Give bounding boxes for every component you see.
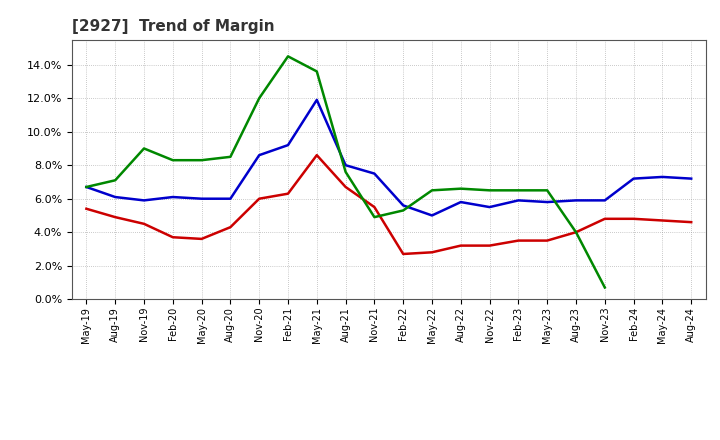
Net Income — [111, 214, 120, 220]
Operating Cashflow — [111, 178, 120, 183]
Net Income — [341, 184, 350, 190]
Operating Cashflow — [572, 230, 580, 235]
Ordinary Income — [629, 176, 638, 181]
Ordinary Income — [82, 184, 91, 190]
Net Income — [255, 196, 264, 202]
Operating Cashflow — [140, 146, 148, 151]
Net Income — [485, 243, 494, 248]
Net Income — [658, 218, 667, 223]
Ordinary Income — [456, 199, 465, 205]
Ordinary Income — [687, 176, 696, 181]
Line: Operating Cashflow: Operating Cashflow — [86, 56, 605, 287]
Ordinary Income — [197, 196, 206, 202]
Ordinary Income — [543, 199, 552, 205]
Net Income — [572, 230, 580, 235]
Net Income — [226, 224, 235, 230]
Ordinary Income — [658, 174, 667, 180]
Net Income — [600, 216, 609, 221]
Line: Net Income: Net Income — [86, 155, 691, 254]
Ordinary Income — [514, 198, 523, 203]
Operating Cashflow — [284, 54, 292, 59]
Operating Cashflow — [485, 188, 494, 193]
Net Income — [168, 235, 177, 240]
Ordinary Income — [370, 171, 379, 176]
Ordinary Income — [140, 198, 148, 203]
Operating Cashflow — [370, 214, 379, 220]
Net Income — [140, 221, 148, 227]
Ordinary Income — [428, 213, 436, 218]
Operating Cashflow — [543, 188, 552, 193]
Net Income — [82, 206, 91, 211]
Net Income — [428, 249, 436, 255]
Operating Cashflow — [168, 158, 177, 163]
Ordinary Income — [312, 97, 321, 103]
Net Income — [629, 216, 638, 221]
Operating Cashflow — [312, 69, 321, 74]
Net Income — [514, 238, 523, 243]
Ordinary Income — [111, 194, 120, 200]
Operating Cashflow — [255, 95, 264, 101]
Net Income — [370, 205, 379, 210]
Net Income — [312, 153, 321, 158]
Operating Cashflow — [226, 154, 235, 159]
Operating Cashflow — [600, 285, 609, 290]
Operating Cashflow — [341, 169, 350, 175]
Ordinary Income — [168, 194, 177, 200]
Line: Ordinary Income: Ordinary Income — [86, 100, 691, 216]
Net Income — [197, 236, 206, 242]
Operating Cashflow — [197, 158, 206, 163]
Ordinary Income — [485, 205, 494, 210]
Ordinary Income — [572, 198, 580, 203]
Net Income — [456, 243, 465, 248]
Ordinary Income — [255, 153, 264, 158]
Ordinary Income — [600, 198, 609, 203]
Operating Cashflow — [456, 186, 465, 191]
Ordinary Income — [399, 203, 408, 208]
Ordinary Income — [226, 196, 235, 202]
Net Income — [399, 251, 408, 257]
Net Income — [687, 220, 696, 225]
Ordinary Income — [284, 143, 292, 148]
Operating Cashflow — [514, 188, 523, 193]
Net Income — [284, 191, 292, 196]
Ordinary Income — [341, 162, 350, 168]
Operating Cashflow — [428, 188, 436, 193]
Text: [2927]  Trend of Margin: [2927] Trend of Margin — [72, 19, 274, 34]
Operating Cashflow — [82, 184, 91, 190]
Net Income — [543, 238, 552, 243]
Operating Cashflow — [399, 208, 408, 213]
